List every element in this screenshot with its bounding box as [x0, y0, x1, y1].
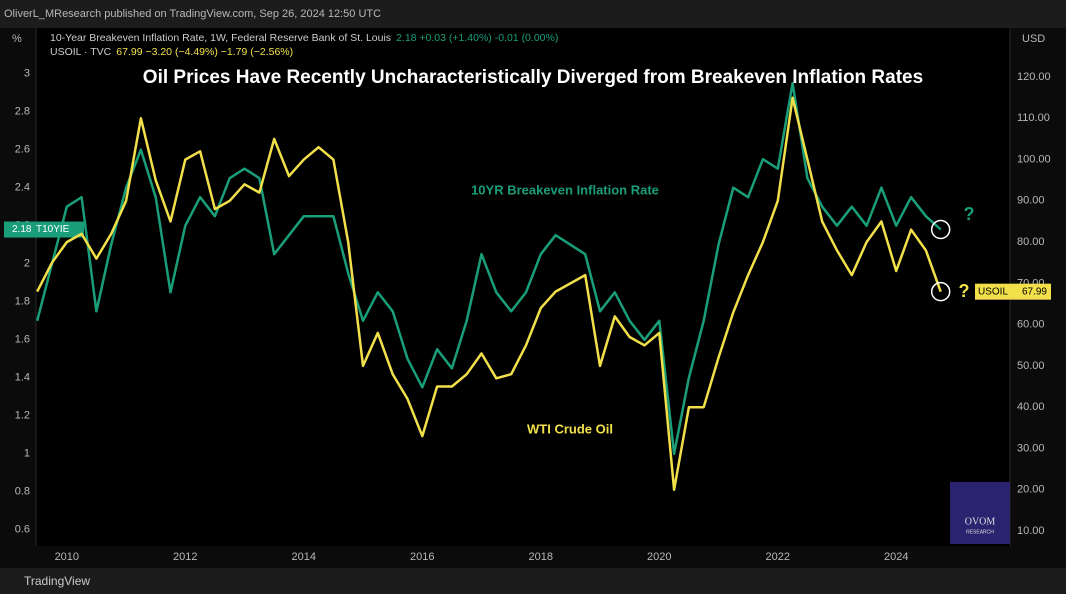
y-tick-label: 0.6 [15, 524, 30, 536]
highlight-circle [930, 281, 951, 302]
x-tick-label: 2014 [292, 551, 316, 563]
y-tick-label: 1.8 [15, 296, 30, 308]
y-tick-label: 1 [24, 448, 30, 460]
legend-name: 10-Year Breakeven Inflation Rate, 1W, Fe… [50, 32, 391, 44]
y2-tick-label: 90.00 [1017, 195, 1045, 207]
y-tick-label: 2.8 [15, 106, 30, 118]
annotation: WTI Crude Oil [527, 421, 613, 436]
series-line [36, 96, 942, 491]
footer-bar [0, 568, 1066, 594]
x-tick-label: 2016 [410, 551, 434, 563]
y-tick-label: 1.2 [15, 410, 30, 422]
legend-entry: 10-Year Breakeven Inflation Rate, 1W, Fe… [50, 32, 558, 44]
y-tick-label: 0.8 [15, 486, 30, 498]
badge-value: 67.99 [1022, 286, 1047, 297]
badge-value: 2.18 [12, 224, 32, 235]
x-tick-label: 2012 [173, 551, 197, 563]
y2-tick-label: 110.00 [1017, 112, 1050, 124]
y-unit: % [12, 33, 22, 45]
badge-ticker: USOIL [978, 286, 1008, 297]
legend-name: USOIL · TVC [50, 46, 112, 58]
x-tick-label: 2018 [529, 551, 553, 563]
header-bar [0, 0, 1066, 28]
badge-ticker: T10YIE [36, 224, 70, 235]
y2-tick-label: 100.00 [1017, 153, 1051, 165]
watermark: OVOM [965, 516, 996, 527]
price-badge [4, 221, 84, 238]
chart-title: Oil Prices Have Recently Uncharacteristi… [143, 67, 923, 88]
x-tick-label: 2010 [55, 551, 79, 563]
y-tick-label: 2 [24, 258, 30, 270]
legend-stats: 67.99 −3.20 (−4.49%) −1.79 (−2.56%) [116, 46, 293, 58]
y-tick-label: 3 [24, 68, 30, 80]
x-tick-label: 2024 [884, 551, 908, 563]
x-tick-label: 2020 [647, 551, 671, 563]
y2-unit: USD [1022, 33, 1045, 45]
left-axis-panel [0, 28, 36, 546]
legend-entry: USOIL · TVC 67.99 −3.20 (−4.49%) −1.79 (−… [50, 46, 293, 58]
y2-tick-label: 40.00 [1017, 401, 1045, 413]
legend-stats: 2.18 +0.03 (+1.40%) -0.01 (0.00%) [396, 32, 558, 44]
y2-tick-label: 120.00 [1017, 71, 1051, 83]
price-badge [975, 283, 1051, 300]
y2-tick-label: 60.00 [1017, 319, 1045, 331]
footer-brand: TradingView [24, 574, 90, 588]
publisher: OliverL_MResearch published on TradingVi… [4, 8, 381, 20]
y2-tick-label: 30.00 [1017, 442, 1045, 454]
watermark: RESEARCH [966, 529, 994, 535]
y2-tick-label: 50.00 [1017, 360, 1045, 372]
legend: 10-Year Breakeven Inflation Rate, 1W, Fe… [50, 32, 558, 58]
x-axis-panel [0, 546, 1066, 568]
annotation: ? [959, 281, 970, 301]
y-tick-label: 1.4 [15, 372, 30, 384]
y-tick-label: 2.4 [15, 182, 30, 194]
y2-tick-label: 10.00 [1017, 525, 1045, 537]
y-tick-label: 2.6 [15, 144, 30, 156]
y-tick-label: 1.6 [15, 334, 30, 346]
series-line [35, 81, 942, 456]
annotation: ? [964, 204, 975, 224]
y2-tick-label: 20.00 [1017, 484, 1045, 496]
highlight-circle [930, 219, 951, 240]
y2-tick-label: 80.00 [1017, 236, 1045, 248]
watermark-box [950, 482, 1010, 544]
annotation: 10YR Breakeven Inflation Rate [471, 182, 659, 197]
x-tick-label: 2022 [766, 551, 790, 563]
